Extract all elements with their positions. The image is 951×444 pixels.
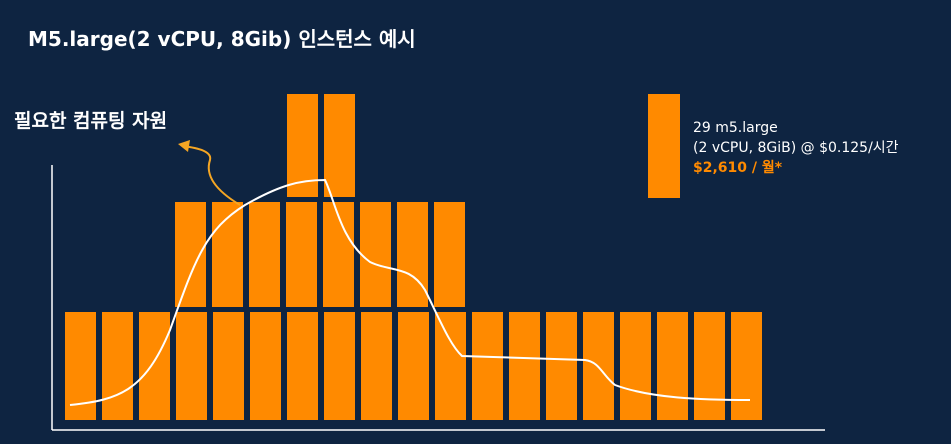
instance-block — [657, 312, 688, 420]
slide-title: M5.large(2 vCPU, 8Gib) 인스턴스 예시 — [28, 27, 416, 51]
instance-block — [323, 202, 354, 307]
instance-block — [212, 202, 243, 307]
instance-blocks — [65, 94, 762, 420]
legend-spec: (2 vCPU, 8GiB) @ $0.125/시간 — [693, 140, 899, 156]
instance-block — [546, 312, 577, 420]
instance-block — [620, 312, 651, 420]
instance-block — [176, 312, 207, 420]
instance-block — [397, 202, 428, 307]
instance-block — [139, 312, 170, 420]
instance-block — [398, 312, 429, 420]
instance-block — [102, 312, 133, 420]
instance-block — [324, 94, 355, 197]
instance-block — [694, 312, 725, 420]
instance-block — [731, 312, 762, 420]
instance-block — [249, 202, 280, 307]
demand-curve — [69, 178, 751, 406]
instance-block — [286, 202, 317, 307]
legend-block — [648, 94, 680, 198]
instance-block — [509, 312, 540, 420]
instance-block — [250, 312, 281, 420]
instance-block — [472, 312, 503, 420]
arrow-head — [178, 140, 190, 152]
instance-block — [435, 312, 466, 420]
instance-block — [287, 312, 318, 420]
instance-block — [324, 312, 355, 420]
instance-block — [175, 202, 206, 307]
legend-cost: $2,610 / 월* — [693, 159, 783, 176]
instance-block — [361, 312, 392, 420]
label-arrow — [181, 145, 241, 206]
instance-block — [213, 312, 244, 420]
instance-block — [434, 202, 465, 307]
curve-label: 필요한 컴퓨팅 자원 — [14, 110, 167, 132]
legend-count: 29 m5.large — [693, 120, 778, 136]
instance-block — [360, 202, 391, 307]
